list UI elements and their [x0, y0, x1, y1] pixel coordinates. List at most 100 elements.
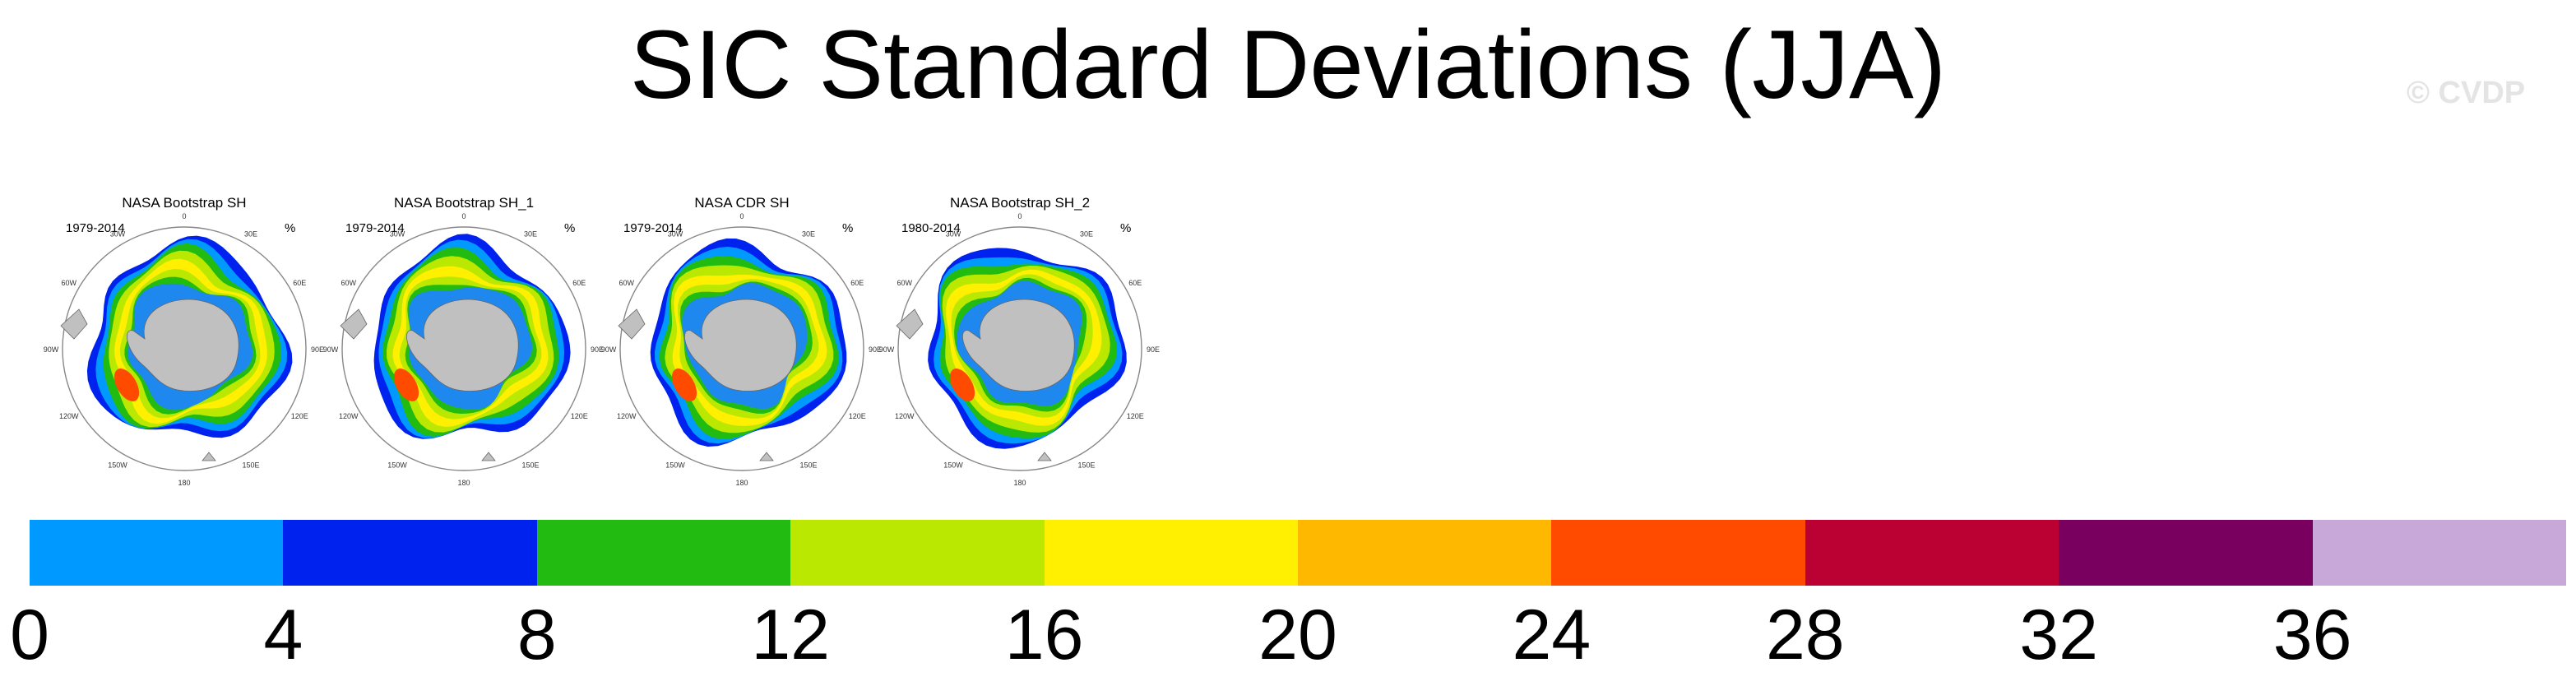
longitude-label: 90W [44, 345, 59, 354]
longitude-label: 90E [591, 345, 604, 354]
longitude-label: 60E [1128, 279, 1142, 287]
longitude-label: 120E [1127, 412, 1144, 420]
south-america-landmass [60, 308, 88, 340]
longitude-label: 150E [521, 461, 539, 469]
panel-years: 1979-2014 [623, 221, 683, 235]
island-landmass [1037, 452, 1052, 461]
island-landmass [481, 452, 496, 461]
south-america-landmass [896, 308, 924, 340]
longitude-label: 120E [849, 412, 866, 420]
longitude-label: 150W [665, 461, 685, 469]
longitude-label: 30W [668, 230, 683, 239]
polar-map: NASA Bootstrap SH_1 1979-2014 % 0 30E 60E 90E 1… [323, 195, 604, 487]
panel-title: NASA Bootstrap SH [122, 195, 246, 211]
island-landmass [202, 452, 216, 461]
longitude-label: 150W [108, 461, 127, 469]
colorbar-segment [1805, 520, 2059, 586]
island-landmass [759, 452, 774, 461]
longitude-label: 60E [850, 279, 864, 287]
colorbar-tick-label: 16 [1004, 596, 1084, 674]
panel-years: 1980-2014 [901, 221, 961, 235]
colorbar-tick-label: 12 [751, 596, 831, 674]
colorbar [30, 520, 2567, 586]
colorbar-tick-label: 36 [2273, 596, 2352, 674]
sic-max-patch [949, 368, 975, 401]
longitude-label: 180 [735, 479, 748, 487]
longitude-label: 0 [182, 212, 186, 220]
south-america-landmass [618, 308, 646, 340]
longitude-label: 90E [1147, 345, 1160, 354]
colorbar-tick-label: 20 [1258, 596, 1337, 674]
colorbar-segment [1298, 520, 1552, 586]
longitude-label: 90E [311, 345, 324, 354]
longitude-label: 120E [571, 412, 588, 420]
colorbar-tick-label: 8 [517, 596, 557, 674]
longitude-label: 90W [601, 345, 617, 354]
colorbar-tick-label: 28 [1765, 596, 1845, 674]
polar-map: NASA Bootstrap SH_2 1980-2014 % 0 30E 60E 90E 1… [879, 195, 1160, 487]
colorbar-segment [1044, 520, 1299, 586]
panel-units: % [1120, 221, 1131, 235]
longitude-label: 30E [244, 230, 257, 239]
longitude-label: 150W [943, 461, 963, 469]
panel-title: NASA CDR SH [694, 195, 789, 211]
panel-years: 1979-2014 [345, 221, 405, 235]
longitude-label: 60W [61, 279, 76, 287]
longitude-label: 60E [572, 279, 586, 287]
colorbar-segment [790, 520, 1045, 586]
polar-map: NASA CDR SH 1979-2014 % 0 30E 60E 90E 120E 150E 1… [601, 195, 882, 487]
longitude-label: 120W [59, 412, 79, 420]
colorbar-tick-label: 4 [263, 596, 303, 674]
longitude-label: 30E [802, 230, 815, 239]
colorbar-segment [30, 520, 284, 586]
colorbar-tick-label: 24 [1512, 596, 1591, 674]
longitude-label: 180 [457, 479, 470, 487]
colorbar-segment [2312, 520, 2567, 586]
panel-units: % [564, 221, 575, 235]
longitude-label: 0 [739, 212, 744, 220]
panel-units: % [285, 221, 295, 235]
longitude-label: 150E [242, 461, 259, 469]
colorbar-segment [1551, 520, 1806, 586]
longitude-label: 30E [524, 230, 537, 239]
longitude-label: 180 [178, 479, 190, 487]
longitude-label: 30W [110, 230, 126, 239]
polar-map: NASA Bootstrap SH 1979-2014 % 0 30E 60E 90E 120… [44, 195, 324, 487]
longitude-label: 90E [869, 345, 882, 354]
map-panel: NASA Bootstrap SH 1979-2014% 0 30E 60E 90E 120… [44, 189, 326, 487]
figure-title: SIC Standard Deviations (JJA) [629, 11, 1947, 119]
sic-max-patch [393, 368, 419, 401]
antarctica-landmass [127, 299, 239, 392]
colorbar-segment [536, 520, 791, 586]
longitude-label: 90W [879, 345, 895, 354]
longitude-label: 0 [1017, 212, 1022, 220]
longitude-label: 30W [946, 230, 961, 239]
longitude-label: 60W [341, 279, 356, 287]
longitude-label: 30E [1080, 230, 1093, 239]
longitude-label: 0 [461, 212, 466, 220]
panel-title: NASA Bootstrap SH_1 [394, 195, 534, 211]
colorbar-tick-label: 32 [2019, 596, 2099, 674]
map-panel: NASA Bootstrap SH_2 1980-2014% 0 30E 60E 90E 1… [879, 189, 1161, 487]
colorbar-segment [283, 520, 538, 586]
panel-title: NASA Bootstrap SH_2 [950, 195, 1090, 211]
map-panel: NASA CDR SH 1979-2014% 0 30E 60E 90E 120E 150E 1… [601, 189, 883, 487]
antarctica-landmass [962, 299, 1075, 392]
longitude-label: 120E [291, 412, 308, 420]
longitude-label: 60W [619, 279, 634, 287]
colorbar-tick-label: 0 [10, 596, 49, 674]
sic-max-patch [114, 368, 140, 401]
south-america-landmass [340, 308, 368, 340]
longitude-label: 120W [895, 412, 915, 420]
longitude-label: 150E [799, 461, 817, 469]
longitude-label: 150W [387, 461, 407, 469]
colorbar-segment [2059, 520, 2314, 586]
panel-units: % [842, 221, 853, 235]
map-panel: NASA Bootstrap SH_1 1979-2014% 0 30E 60E 90E 1… [323, 189, 605, 487]
longitude-label: 60W [897, 279, 912, 287]
longitude-label: 90W [323, 345, 339, 354]
longitude-label: 60E [293, 279, 306, 287]
watermark: © CVDP [2407, 76, 2526, 110]
antarctica-landmass [684, 299, 797, 392]
longitude-label: 150E [1077, 461, 1095, 469]
